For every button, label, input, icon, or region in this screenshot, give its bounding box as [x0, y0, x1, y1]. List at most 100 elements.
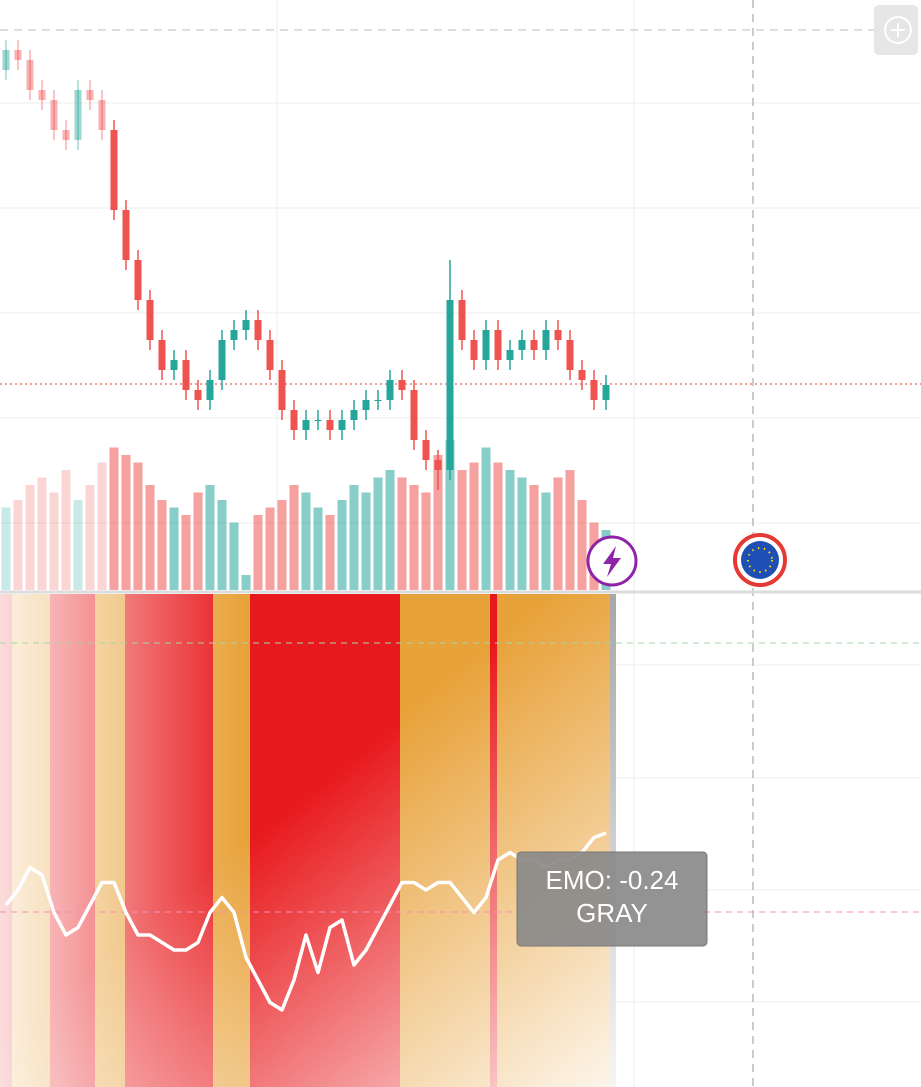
volume-bar [241, 575, 251, 590]
candle-body [494, 330, 502, 360]
candle-body [38, 90, 46, 100]
candle-body [206, 380, 214, 400]
volume-bar [289, 485, 299, 590]
candle-body [254, 320, 262, 340]
candle-body [470, 340, 478, 360]
volume-bar [25, 485, 35, 590]
candle-body [422, 440, 430, 460]
volume-bar [397, 477, 407, 590]
candle-body [170, 360, 178, 370]
tooltip-state: GRAY [576, 898, 648, 928]
candle-body [134, 260, 142, 300]
add-button[interactable] [874, 5, 918, 55]
volume-bar [421, 492, 431, 590]
volume-bar [193, 492, 203, 590]
candle-body [578, 370, 586, 380]
tooltip-label: EMO: [546, 865, 612, 895]
volume-bar [481, 447, 491, 590]
volume-bar [301, 492, 311, 590]
candle-body [398, 380, 406, 390]
candle-body [26, 60, 34, 90]
volume-bar [469, 462, 479, 590]
candle-body [74, 90, 82, 140]
volume-bar [61, 470, 71, 590]
emo-bands [0, 594, 616, 1087]
candle-body [374, 400, 382, 401]
candle-body [122, 210, 130, 260]
candle-body [458, 300, 466, 340]
candle-body [434, 460, 442, 470]
volume-bar [373, 477, 383, 590]
eu-event-icon[interactable] [733, 533, 787, 587]
candle-body [338, 420, 346, 430]
volume-bar [445, 440, 455, 590]
volume-bar [577, 500, 587, 590]
volume-bar [349, 485, 359, 590]
candle-body [362, 400, 370, 410]
candle-body [530, 340, 538, 350]
volume-bar [157, 500, 167, 590]
volume-bar [133, 462, 143, 590]
candle-body [314, 420, 322, 421]
volume-bar [205, 485, 215, 590]
volume-bar [553, 477, 563, 590]
candle-body [86, 90, 94, 100]
volume-bar [109, 447, 119, 590]
candle-body [146, 300, 154, 340]
candle-body [50, 100, 58, 130]
candle-body [266, 340, 274, 370]
candle-layer [2, 40, 610, 490]
event-icon[interactable] [586, 535, 638, 587]
volume-bar [457, 470, 467, 590]
candle-body [566, 340, 574, 370]
volume-bar [433, 455, 443, 590]
tooltip-value: -0.24 [619, 865, 678, 895]
volume-bar [145, 485, 155, 590]
volume-bar [277, 500, 287, 590]
volume-bar [529, 485, 539, 590]
candle-body [182, 360, 190, 390]
candle-body [218, 340, 226, 380]
volume-bar [325, 515, 335, 590]
candle-body [410, 390, 418, 440]
candle-body [14, 50, 22, 60]
candle-body [506, 350, 514, 360]
volume-layer [1, 440, 611, 590]
volume-bar [181, 515, 191, 590]
volume-bar [49, 492, 59, 590]
emo-line [4, 831, 607, 1012]
volume-bar [361, 492, 371, 590]
candle-body [350, 410, 358, 420]
volume-bar [217, 500, 227, 590]
volume-bar [97, 462, 107, 590]
volume-bar [121, 455, 131, 590]
volume-bar [253, 515, 263, 590]
candle-body [326, 420, 334, 430]
volume-bar [409, 485, 419, 590]
candle-body [290, 410, 298, 430]
candle-body [230, 330, 238, 340]
volume-bar [265, 507, 275, 590]
candle-body [518, 340, 526, 350]
volume-bar [73, 500, 83, 590]
candle-body [242, 320, 250, 330]
candle-body [278, 370, 286, 410]
candle-body [554, 330, 562, 340]
volume-bar [37, 477, 47, 590]
candle-body [602, 385, 610, 400]
volume-bar [517, 477, 527, 590]
volume-bar [85, 485, 95, 590]
series-layer [1, 40, 611, 1012]
candle-body [194, 390, 202, 400]
candle-body [386, 380, 394, 400]
candle-body [446, 300, 454, 470]
volume-bar [313, 507, 323, 590]
volume-bar [565, 470, 575, 590]
candle-body [482, 330, 490, 360]
candle-body [158, 340, 166, 370]
candle-body [590, 380, 598, 400]
volume-bar [229, 522, 239, 590]
volume-bar [493, 462, 503, 590]
candle-body [98, 100, 106, 130]
